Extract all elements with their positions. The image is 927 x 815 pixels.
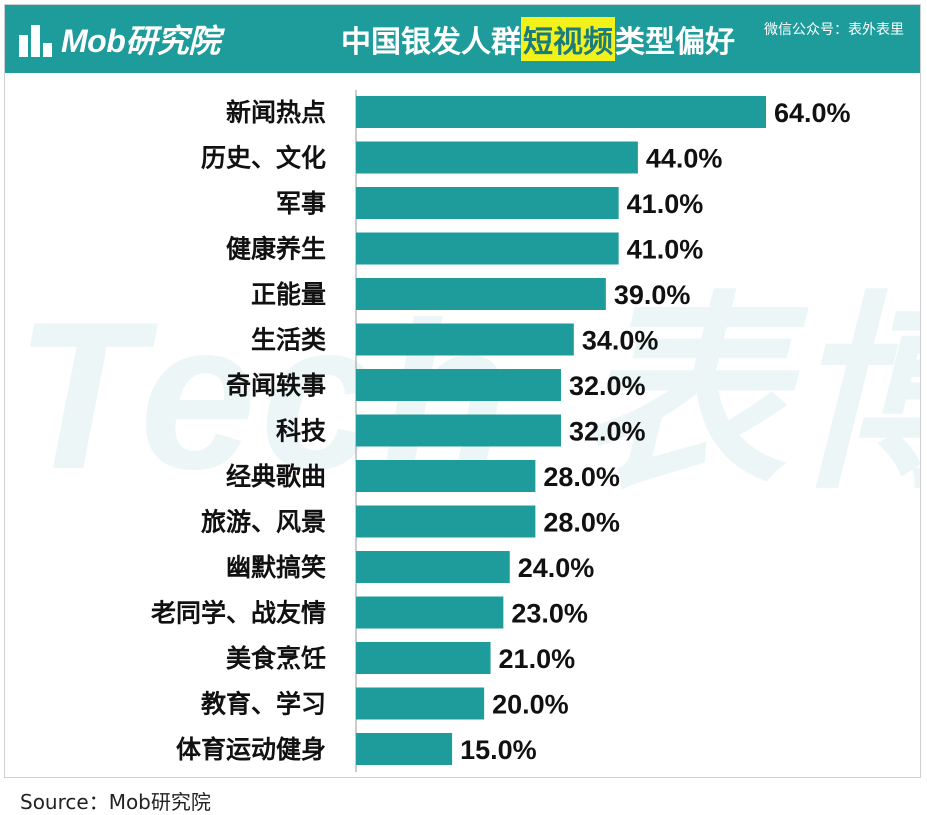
category-label-13: 教育、学习 (201, 690, 326, 719)
category-label-2: 军事 (276, 189, 326, 218)
category-label-4: 正能量 (251, 280, 326, 309)
bar-9 (356, 505, 536, 538)
category-label-7: 科技 (276, 417, 326, 446)
source-caption: Source：Mob研究院 (20, 790, 211, 814)
bar-8 (356, 460, 536, 492)
bar-6 (356, 369, 561, 401)
title-part-2: 类型偏好 (615, 25, 735, 60)
bars-group (356, 96, 766, 765)
bar-7 (356, 414, 561, 447)
header-banner: Mob研究院 中国银发人群 短视频 类型偏好 微信公众号：表外表里 (5, 5, 920, 73)
bar-0 (356, 96, 766, 128)
title-part-1: 中国银发人群 (341, 25, 521, 60)
value-label-4: 39.0% (614, 280, 691, 310)
value-label-1: 44.0% (646, 144, 723, 174)
value-label-9: 28.0% (543, 508, 620, 538)
bar-5 (356, 323, 574, 356)
bar-2 (356, 187, 619, 219)
bar-14 (356, 733, 453, 765)
category-label-1: 历史、文化 (201, 144, 326, 173)
value-label-10: 24.0% (518, 553, 595, 583)
bar-11 (356, 596, 504, 629)
category-label-0: 新闻热点 (226, 98, 326, 127)
value-label-8: 28.0% (543, 462, 620, 492)
category-label-10: 幽默搞笑 (226, 553, 326, 582)
value-label-6: 32.0% (569, 371, 646, 401)
value-label-12: 21.0% (499, 644, 576, 674)
category-label-3: 健康养生 (226, 235, 326, 264)
category-label-9: 旅游、风景 (201, 508, 326, 537)
value-label-14: 15.0% (460, 735, 537, 765)
category-label-5: 生活类 (251, 326, 327, 355)
value-label-5: 34.0% (582, 326, 659, 356)
value-label-0: 64.0% (774, 98, 851, 128)
bar-12 (356, 642, 491, 674)
category-label-11: 老同学、战友情 (151, 599, 326, 628)
mob-logo: Mob研究院 (17, 15, 220, 63)
title-highlight: 短视频 (521, 17, 615, 61)
category-label-14: 体育运动健身 (176, 735, 326, 764)
value-label-11: 23.0% (511, 599, 588, 629)
value-label-7: 32.0% (569, 417, 646, 447)
bar-1 (356, 141, 638, 174)
category-labels-group: 新闻热点历史、文化军事健康养生正能量生活类奇闻轶事科技经典歌曲旅游、风景幽默搞笑… (151, 98, 327, 764)
value-label-3: 41.0% (627, 235, 704, 265)
chart-title: 中国银发人群 短视频 类型偏好 (341, 17, 735, 61)
logo-text: Mob研究院 (61, 23, 220, 59)
bar-13 (356, 687, 485, 720)
value-label-13: 20.0% (492, 690, 569, 720)
bar-3 (356, 232, 619, 265)
bar-10 (356, 551, 510, 583)
value-labels-group: 64.0% 44.0% 41.0% 41.0% 39.0% 34.0% 32.0% 32.0%… (460, 98, 850, 765)
value-label-2: 41.0% (627, 189, 704, 219)
wechat-label: 微信公众号：表外表里 (764, 22, 904, 38)
category-label-6: 奇闻轶事 (226, 371, 326, 400)
bar-4 (356, 278, 606, 310)
bar-chart-logo-icon (17, 19, 55, 59)
category-label-12: 美食烹饪 (226, 644, 326, 673)
category-label-8: 经典歌曲 (226, 462, 326, 491)
